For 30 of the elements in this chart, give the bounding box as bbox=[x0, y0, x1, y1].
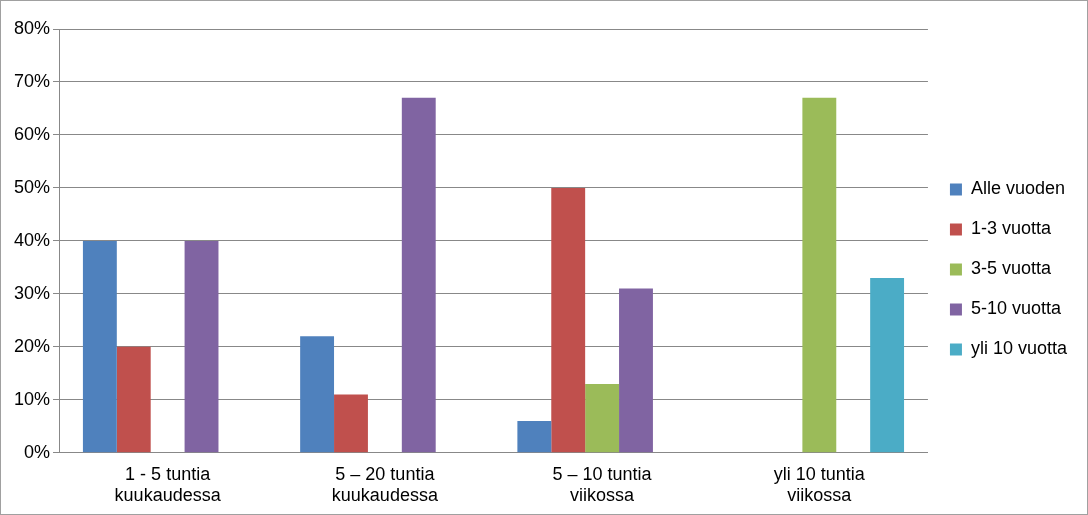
bar bbox=[517, 421, 552, 453]
bar bbox=[551, 187, 586, 453]
bar bbox=[334, 394, 368, 453]
legend-label: Alle vuoden bbox=[970, 178, 1066, 199]
legend-label: 5-10 vuotta bbox=[970, 298, 1062, 319]
x-tick-label: yli 10 tuntia viikossa bbox=[773, 463, 866, 506]
x-tick-label: 5 – 20 tuntia kuukaudessa bbox=[331, 463, 439, 506]
bar bbox=[870, 277, 905, 453]
legend-label: 1-3 vuotta bbox=[970, 218, 1052, 239]
bar bbox=[401, 97, 436, 453]
y-tick-label: 70% bbox=[14, 70, 51, 91]
y-tick-label: 0% bbox=[24, 441, 51, 462]
legend-label: yli 10 vuotta bbox=[970, 338, 1068, 359]
bar bbox=[802, 97, 837, 453]
bar bbox=[300, 336, 335, 453]
y-tick-label: 20% bbox=[14, 335, 51, 356]
y-tick-label: 10% bbox=[14, 388, 51, 409]
legend-label: 3-5 vuotta bbox=[970, 258, 1052, 279]
y-tick-label: 40% bbox=[14, 229, 51, 250]
y-tick-label: 30% bbox=[14, 282, 51, 303]
bar bbox=[585, 383, 620, 453]
y-tick-label: 80% bbox=[14, 17, 51, 38]
bar bbox=[116, 346, 151, 453]
y-tick-label: 60% bbox=[14, 123, 51, 144]
x-tick-label: 1 - 5 tuntia kuukaudessa bbox=[114, 463, 222, 506]
y-tick-label: 50% bbox=[14, 176, 51, 197]
bar bbox=[184, 240, 219, 453]
bar bbox=[82, 240, 117, 453]
bar bbox=[619, 288, 653, 453]
x-tick-label: 5 – 10 tuntia viikossa bbox=[552, 463, 653, 506]
